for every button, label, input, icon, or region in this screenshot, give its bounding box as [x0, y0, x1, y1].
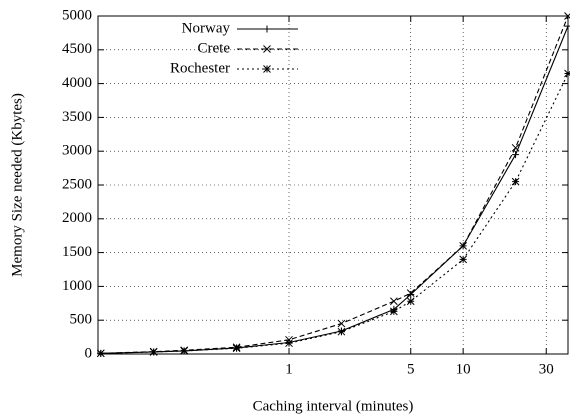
data-point: [459, 241, 468, 250]
data-point: [564, 22, 570, 30]
data-point: [390, 297, 398, 306]
data-point: [512, 151, 520, 159]
data-point: [180, 347, 189, 355]
legend-label: Crete: [198, 40, 231, 56]
legend-marker: [263, 45, 271, 53]
data-point: [564, 69, 570, 78]
series-line: [100, 73, 569, 354]
x-tick-label: 5: [407, 361, 415, 377]
y-tick-label: 3500: [62, 109, 92, 125]
y-tick-label: 4500: [62, 41, 92, 57]
legend-label: Norway: [182, 20, 231, 36]
legend-label: Rochester: [170, 60, 230, 76]
x-tick-label: 30: [539, 361, 554, 377]
data-point: [406, 297, 415, 306]
data-point: [149, 348, 158, 356]
y-tick-label: 1500: [62, 244, 92, 260]
y-tick-label: 1000: [62, 278, 92, 294]
data-point: [285, 339, 293, 348]
y-tick-label: 2500: [62, 176, 92, 192]
data-point: [459, 255, 468, 264]
data-point: [564, 12, 570, 20]
data-point: [96, 349, 105, 358]
y-tick-label: 5000: [62, 7, 92, 23]
y-tick-label: 3000: [62, 143, 92, 159]
legend-marker: [263, 25, 271, 33]
y-tick-label: 4000: [62, 75, 92, 91]
y-tick-label: 0: [85, 345, 93, 361]
x-tick-label: 1: [285, 361, 293, 377]
data-point: [337, 327, 346, 336]
data-point: [406, 289, 415, 298]
x-tick-label: 10: [456, 361, 471, 377]
y-tick-label: 2000: [62, 210, 92, 226]
data-point: [511, 143, 520, 152]
data-point: [390, 307, 398, 316]
data-point: [232, 344, 241, 353]
data-point: [511, 177, 520, 186]
legend-marker: [263, 65, 271, 73]
x-axis-label: Caching interval (minutes): [253, 398, 414, 414]
y-axis-label: Memory Size needed (Kbytes): [9, 93, 25, 277]
y-tick-label: 500: [70, 312, 93, 328]
data-point: [337, 319, 346, 328]
